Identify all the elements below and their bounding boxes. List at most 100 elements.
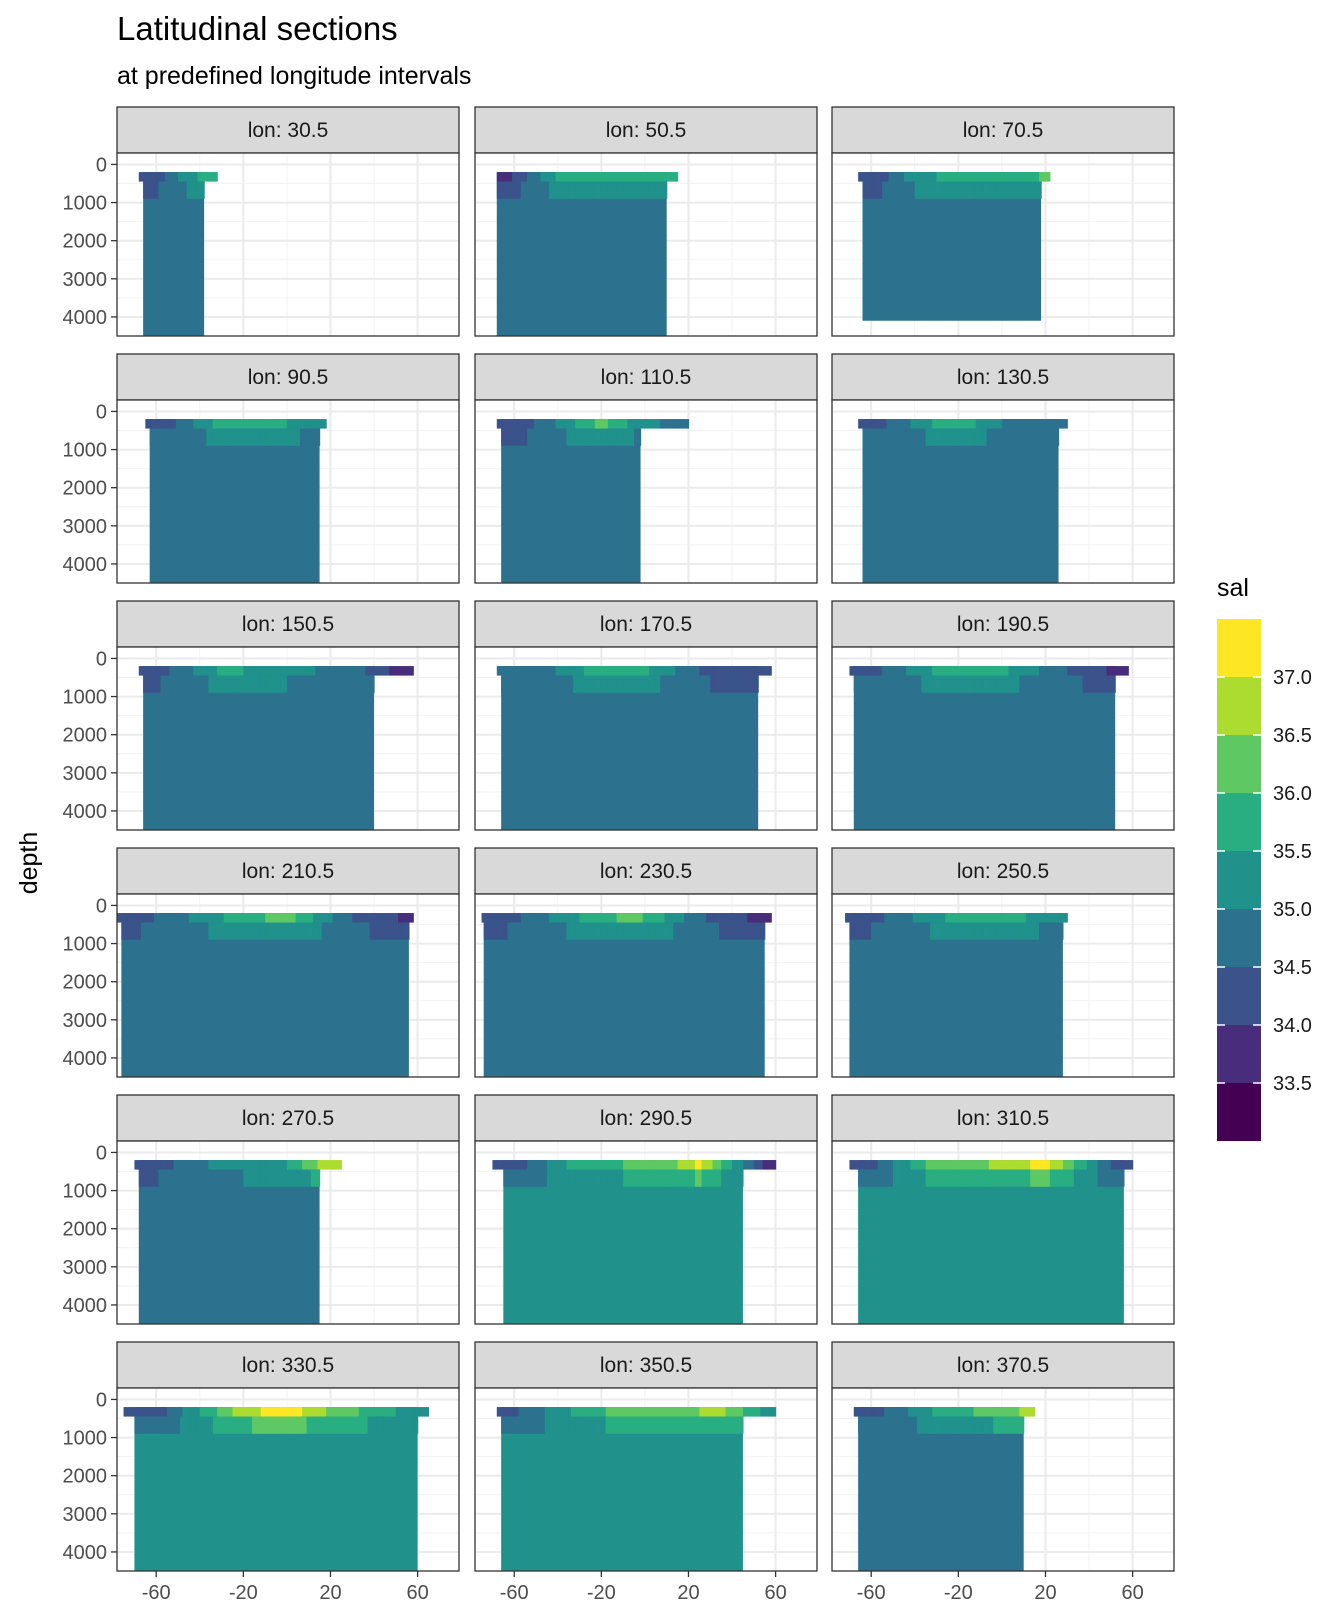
thermocline-cell <box>533 675 537 693</box>
surface-cell <box>866 1160 870 1170</box>
surface-cell <box>592 1407 596 1417</box>
facet-strip <box>116 1341 460 1389</box>
surface-cell <box>958 1407 962 1417</box>
thermocline-cell <box>977 675 981 693</box>
surface-cell <box>631 913 635 923</box>
thermocline-cell <box>723 922 727 940</box>
surface-cell <box>573 419 576 429</box>
surface-cell <box>535 419 539 429</box>
thermocline-cell <box>586 428 589 446</box>
thermocline-cell <box>866 1416 870 1434</box>
surface-cell <box>332 666 336 676</box>
surface-cell <box>315 666 319 676</box>
thermocline-cell <box>964 922 968 940</box>
thermocline-cell <box>540 922 544 940</box>
surface-cell <box>884 913 888 923</box>
thermocline-cell <box>365 675 369 693</box>
thermocline-cell <box>260 675 264 693</box>
thermocline-cell <box>919 1169 922 1187</box>
panel-border <box>831 893 1175 1078</box>
thermocline-cell <box>1089 1169 1092 1187</box>
surface-cell <box>1021 1407 1025 1417</box>
surface-cell <box>984 666 988 676</box>
surface-cell <box>1067 1160 1071 1170</box>
thermocline-cell <box>903 181 907 199</box>
thermocline-cell <box>1049 1169 1053 1187</box>
thermocline-cell <box>286 1169 290 1187</box>
surface-cell <box>991 666 994 676</box>
surface-cell <box>644 172 648 182</box>
surface-cell <box>319 913 323 923</box>
thermocline-cell <box>193 1169 197 1187</box>
surface-cell <box>1025 419 1029 429</box>
x-tick-label: -20 <box>587 1582 616 1604</box>
thermocline-cell <box>151 675 155 693</box>
thermocline-cell <box>875 675 879 693</box>
surface-cell <box>293 419 297 429</box>
thermocline-cell <box>932 1169 935 1187</box>
surface-cell <box>897 1407 901 1417</box>
thermocline-cell <box>167 1169 170 1187</box>
thermocline-cell <box>655 1169 659 1187</box>
surface-cell <box>1071 666 1075 676</box>
surface-cell <box>573 913 576 923</box>
surface-cell <box>882 1407 885 1417</box>
surface-cell <box>1008 913 1012 923</box>
surface-cell <box>538 1407 541 1417</box>
thermocline-cell <box>642 1416 646 1434</box>
thermocline-cell <box>225 922 229 940</box>
facet-strip <box>116 1094 460 1142</box>
thermocline-cell <box>930 428 933 446</box>
thermocline-cell <box>586 922 589 940</box>
thermocline-cell <box>605 1169 609 1187</box>
thermocline-cell <box>293 1416 297 1434</box>
thermocline-cell <box>319 675 323 693</box>
surface-cell <box>406 1407 410 1417</box>
surface-cell <box>492 1160 496 1170</box>
thermocline-cell <box>914 1169 918 1187</box>
thermocline-cell <box>899 1416 903 1434</box>
thermocline-cell <box>564 1416 568 1434</box>
facet-strip <box>474 600 818 648</box>
thermocline-cell <box>1060 922 1064 940</box>
surface-cell <box>199 172 203 182</box>
thermocline-cell <box>712 1416 716 1434</box>
thermocline-cell <box>675 675 679 693</box>
thermocline-cell <box>673 1169 677 1187</box>
thermocline-cell <box>391 1416 395 1434</box>
surface-cell <box>912 419 916 429</box>
surface-cell <box>660 666 663 676</box>
surface-cell <box>681 913 685 923</box>
thermocline-cell <box>977 181 981 199</box>
surface-cell <box>686 1407 690 1417</box>
surface-cell <box>540 1407 544 1417</box>
facet-strip <box>116 847 460 895</box>
thermocline-cell <box>1038 675 1042 693</box>
thermocline-cell <box>732 922 735 940</box>
surface-cell <box>984 1160 988 1170</box>
thermocline-cell <box>995 428 999 446</box>
surface-cell <box>199 1407 203 1417</box>
thermocline-cell <box>738 922 742 940</box>
thermocline-cell <box>350 922 353 940</box>
surface-cell <box>756 1407 759 1417</box>
thermocline-cell <box>577 1416 581 1434</box>
surface-cell <box>662 666 666 676</box>
thermocline-cell <box>1099 675 1103 693</box>
thermocline-cell <box>638 428 642 446</box>
surface-cell <box>138 913 142 923</box>
thermocline-cell <box>873 1416 877 1434</box>
panel-border <box>474 1387 818 1572</box>
thermocline-cell <box>531 1169 535 1187</box>
surface-cell <box>664 666 668 676</box>
surface-cell <box>1001 172 1005 182</box>
surface-cell <box>1126 666 1129 676</box>
thermocline-cell <box>634 1169 637 1187</box>
thermocline-cell <box>969 1169 973 1187</box>
thermocline-cell <box>930 1416 933 1434</box>
thermocline-cell <box>579 1169 583 1187</box>
surface-cell <box>145 419 149 429</box>
surface-cell <box>538 913 541 923</box>
surface-cell <box>1115 1160 1118 1170</box>
surface-cell <box>514 419 517 429</box>
